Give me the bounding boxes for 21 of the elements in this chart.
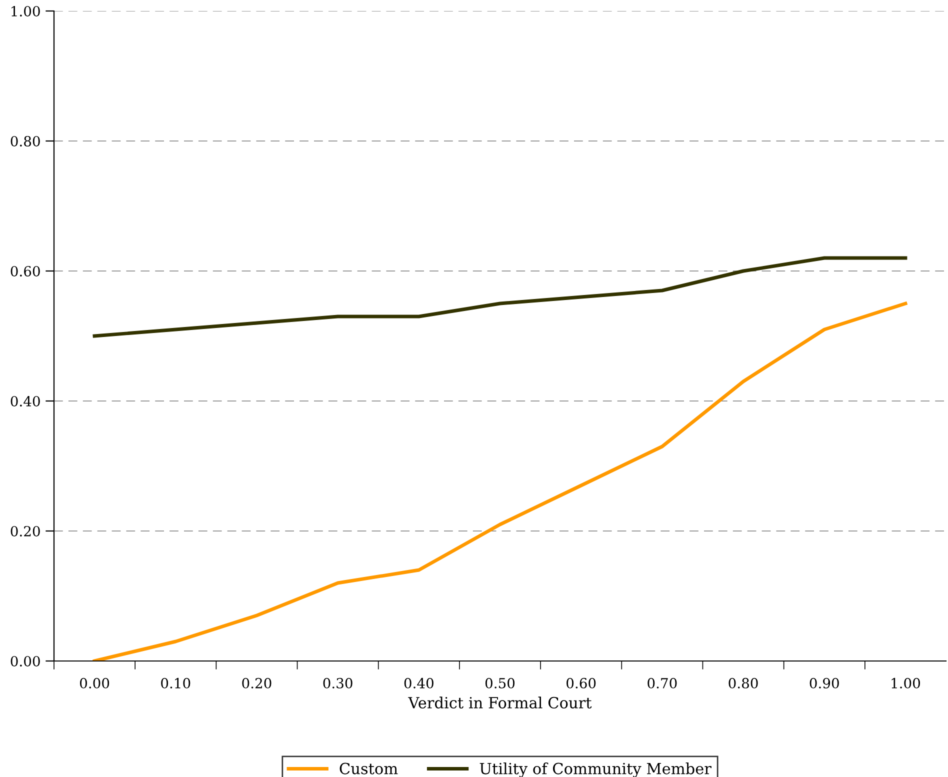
x-tick-label: 0.30	[323, 678, 352, 688]
x-tick-label: 0.60	[566, 678, 596, 688]
y-tick-label: 0.00	[10, 656, 40, 666]
x-tick-label: 0.20	[242, 678, 272, 688]
x-tick-label: 0.70	[648, 678, 677, 688]
y-tick-label: 0.80	[10, 136, 40, 146]
x-tick-label: 1.00	[892, 678, 920, 688]
x-tick-label: 0.00	[80, 678, 110, 688]
x-axis-title: Verdict in Formal Court	[408, 696, 592, 708]
x-tick-label: 0.40	[404, 678, 434, 688]
y-tick-label: 0.60	[10, 266, 40, 276]
y-tick-label: 0.40	[10, 396, 40, 406]
y-tick-label: 0.20	[10, 526, 40, 536]
line-series	[92, 302, 908, 661]
legend-label: Custom	[340, 762, 398, 774]
x-tick-label: 0.90	[810, 678, 839, 688]
line-series	[92, 256, 908, 338]
x-tick-label: 0.50	[485, 678, 515, 688]
x-tick-label: 0.10	[161, 678, 190, 688]
x-tick-label: 0.80	[728, 678, 758, 688]
y-tick-label: 1.00	[12, 6, 40, 16]
